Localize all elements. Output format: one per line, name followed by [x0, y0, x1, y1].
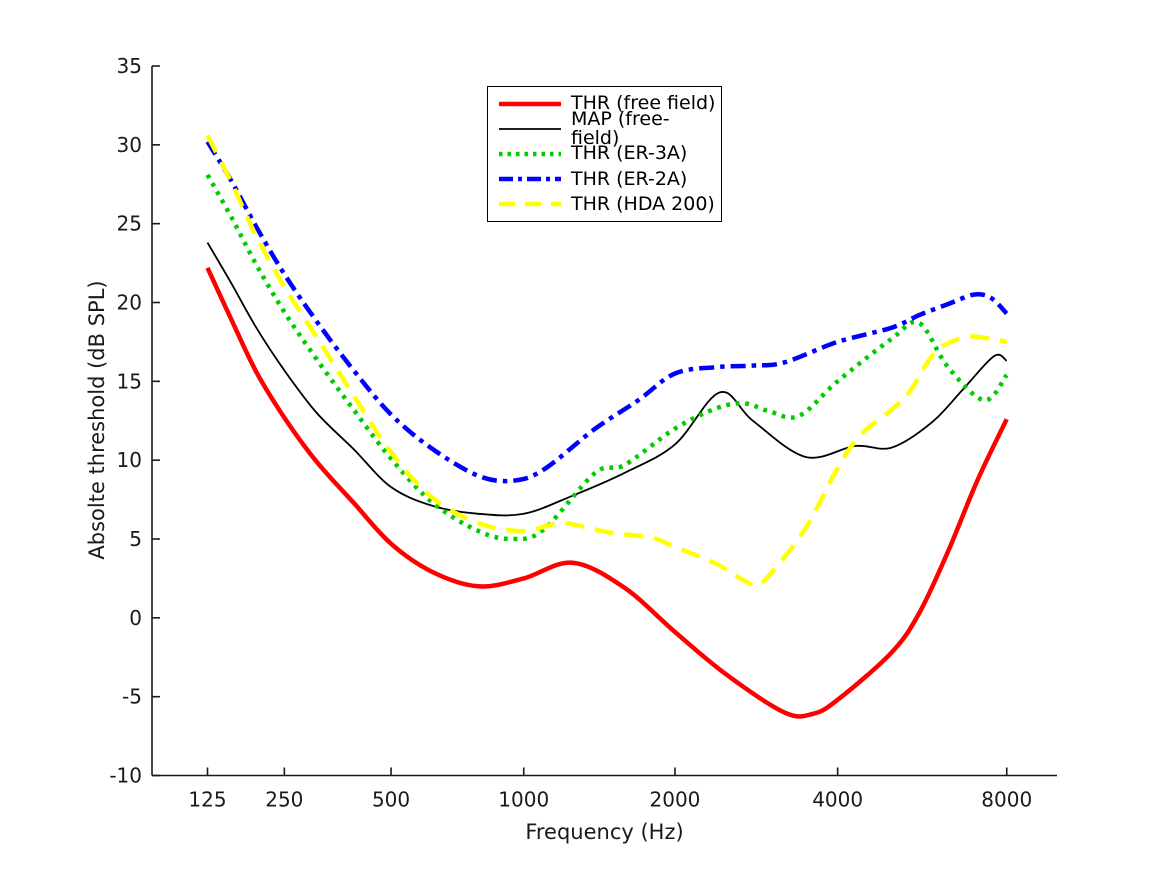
legend-label: THR (ER-3A) — [571, 142, 688, 165]
legend-item-thr-er3a: THR (ER-3A) — [498, 142, 717, 166]
legend-item-map-free-field: MAP (free-field) — [498, 109, 717, 147]
curve-thr-hda-200 — [205, 134, 1008, 588]
legend-item-thr-free-field: THR (free field) — [498, 92, 717, 116]
y-tick-label: 5 — [129, 527, 142, 551]
y-tick-label: 25 — [117, 212, 142, 236]
curve-map-free-field — [206, 242, 1008, 517]
y-tick-label: 0 — [129, 606, 142, 630]
curve-thr-free-field — [205, 266, 1009, 719]
x-tick-label: 4000 — [812, 788, 863, 812]
curve-thr-er-2a — [205, 140, 1009, 484]
x-tick-label: 250 — [265, 788, 303, 812]
x-tick-label: 8000 — [981, 788, 1032, 812]
legend-label: THR (free field) — [571, 92, 716, 115]
legend-line-sample — [499, 151, 561, 157]
legend-item-thr-hda200: THR (HDA 200) — [498, 192, 717, 216]
legend-item-thr-er2a: THR (ER-2A) — [498, 167, 717, 191]
x-tick-label: 2000 — [650, 788, 701, 812]
x-axis-title: Frequency (Hz) — [525, 820, 684, 844]
y-tick-label: -10 — [109, 764, 142, 788]
y-tick-label: 15 — [117, 369, 142, 393]
x-tick-label: 500 — [372, 788, 410, 812]
legend-line-sample — [499, 127, 561, 130]
y-tick-label: 30 — [117, 133, 142, 157]
legend-label: MAP (free-field) — [571, 107, 670, 149]
curve-thr-er-3a — [205, 173, 1009, 542]
legend-label: THR (ER-2A) — [571, 167, 688, 190]
legend-line-sample — [499, 101, 561, 106]
x-tick-label: 125 — [188, 788, 226, 812]
y-tick-label: -5 — [122, 685, 142, 709]
y-axis-title-text: Absolte threshold (dB SPL) — [85, 280, 109, 560]
legend-label: THR (HDA 200) — [571, 192, 715, 215]
legend-line-sample — [499, 202, 561, 207]
legend-line-sample — [499, 176, 561, 182]
y-tick-label: 20 — [117, 291, 142, 315]
legend: THR (free field) MAP (free-field) THR (E… — [487, 86, 722, 222]
y-tick-label: 10 — [117, 448, 142, 472]
x-tick-label: 1000 — [498, 788, 549, 812]
y-tick-label: 35 — [117, 54, 142, 78]
